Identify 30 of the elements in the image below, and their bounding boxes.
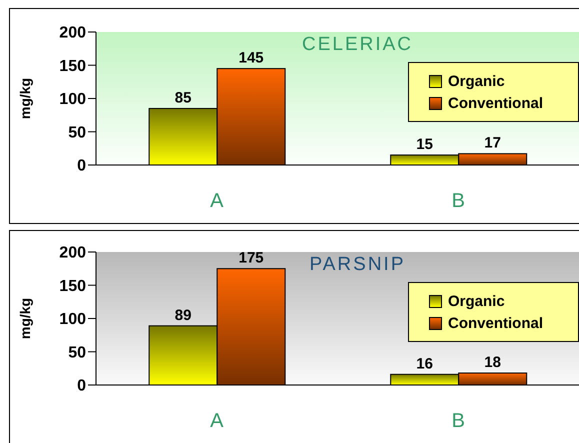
legend-label: Organic: [448, 72, 505, 90]
legend-label: Organic: [448, 292, 505, 310]
y-tick-label: 0: [77, 158, 86, 175]
legend-label: Conventional: [448, 94, 544, 112]
x-tick-label: B: [452, 410, 465, 432]
data-label: 15: [416, 136, 433, 154]
y-tick-label: 50: [68, 344, 86, 362]
chart-title: PARSNIP: [309, 254, 406, 275]
chart-title: CELERIAC: [302, 34, 414, 55]
y-tick-label: 150: [59, 58, 86, 75]
data-label: 145: [238, 50, 264, 67]
y-tick-label: 150: [59, 278, 86, 295]
data-label: 89: [174, 306, 192, 324]
data-label: 175: [238, 250, 264, 267]
y-tick-label: 50: [68, 124, 86, 142]
y-tick-label: 200: [59, 24, 86, 42]
legend-label: Conventional: [448, 314, 544, 332]
x-tick-label: A: [210, 190, 224, 212]
x-tick-label: A: [210, 410, 224, 432]
y-tick-label: 100: [59, 311, 86, 328]
x-tick-label: B: [452, 190, 465, 212]
data-label: 16: [416, 355, 433, 372]
data-label: 17: [484, 134, 501, 152]
y-tick-label: 200: [59, 244, 86, 262]
y-axis-title: mg/kg: [17, 298, 33, 340]
data-label: 18: [484, 354, 501, 372]
data-label: 85: [174, 89, 192, 106]
y-tick-label: 100: [59, 91, 86, 108]
y-tick-label: 0: [77, 378, 86, 395]
y-axis-title: mg/kg: [17, 78, 33, 120]
